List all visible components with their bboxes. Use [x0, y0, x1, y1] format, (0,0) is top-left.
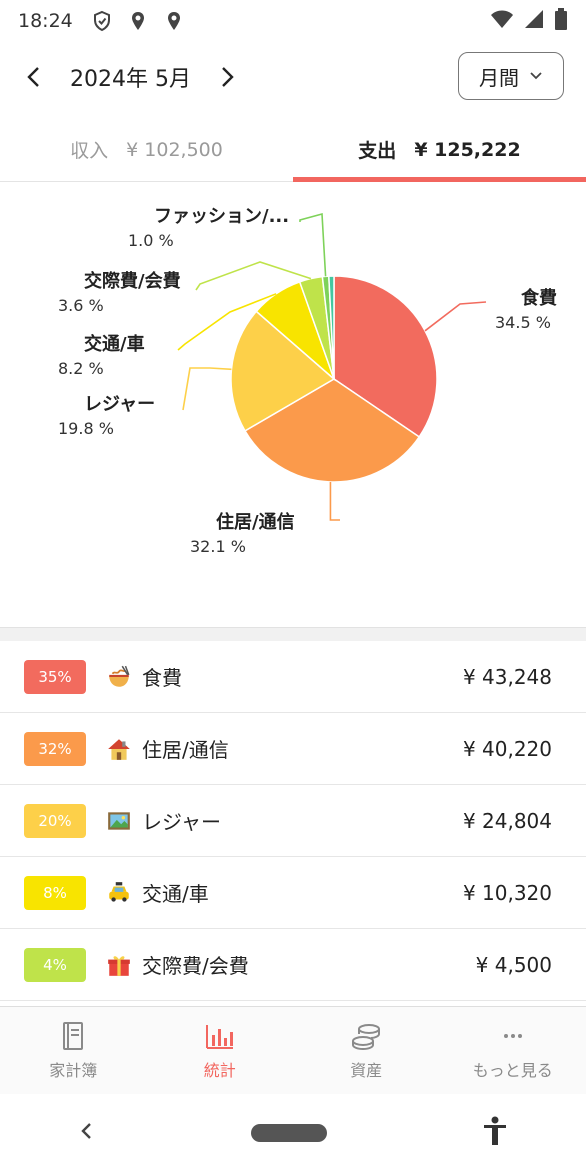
category-amount: ¥ 40,220 [462, 736, 552, 761]
pie-chart-svg: 食費 34.5 % 住居/通信 32.1 % レジャー 19.8 % 交通/車 8.2 % 交際… [58, 202, 557, 556]
percent-badge: 35% [24, 659, 86, 694]
pie-leader-line [182, 367, 232, 411]
pie-label-icon [495, 284, 521, 310]
nav-item-label: 統計 [203, 1060, 236, 1080]
pie-slice[interactable] [333, 275, 438, 438]
next-month-button[interactable] [207, 57, 247, 97]
pie-label-percent: 34.5 % [495, 313, 551, 332]
signal-icon [524, 9, 544, 34]
category-label: 交際費/会費 [142, 954, 249, 978]
section-divider [0, 627, 586, 641]
location-icon [127, 10, 149, 32]
coins-icon [352, 1023, 381, 1050]
category-row[interactable]: 4% 交際費/会費 ¥ 4,500 [0, 929, 586, 1001]
pie-label-name: 交際費/会費 [84, 270, 181, 292]
nav-item-label: 資産 [350, 1060, 383, 1080]
pie-label-icon [58, 267, 84, 293]
pie-label-percent: 8.2 % [58, 359, 104, 378]
category-label: 交通/車 [142, 882, 209, 906]
house-icon [104, 734, 134, 764]
pie-label-percent: 32.1 % [190, 537, 246, 556]
pie-slice[interactable] [328, 275, 335, 380]
pie-leader-line [329, 481, 340, 521]
pie-leader-line [299, 212, 327, 277]
pie-leader-line [177, 293, 277, 351]
pie-label-percent: 3.6 % [58, 296, 104, 315]
tab-expense-amount: ¥ 125,222 [414, 138, 521, 161]
status-time: 18:24 [18, 10, 73, 32]
category-amount: ¥ 10,320 [462, 880, 552, 905]
pie-label-icon [128, 202, 154, 228]
tab-income-amount: ¥ 102,500 [126, 138, 223, 161]
gift-icon [104, 950, 134, 980]
period-select-label: 月間 [479, 65, 519, 90]
month-title: 2024年 5月 [70, 67, 191, 92]
accessibility-icon[interactable] [481, 1115, 509, 1151]
nav-item-stats[interactable]: 統計 [147, 1007, 294, 1094]
category-row[interactable]: 32% 住居/通信 ¥ 40,220 [0, 713, 586, 785]
tab-expense[interactable]: 支出 ¥ 125,222 [293, 118, 586, 182]
bar-chart-icon [205, 1024, 233, 1049]
pie-label-name: 交通/車 [84, 333, 145, 355]
category-label: 住居/通信 [142, 738, 229, 762]
shield-icon [91, 10, 113, 32]
category-list: 35% 食費 ¥ 43,248 32% 住居/通信 ¥ 40,220 20% レ… [0, 641, 586, 1001]
expense-pie-chart: 食費 34.5 % 住居/通信 32.1 % レジャー 19.8 % 交通/車 8.2 % 交際… [0, 182, 586, 627]
pie-label-name: 食費 [520, 287, 557, 309]
nav-item-label: 家計簿 [49, 1060, 98, 1080]
percent-badge: 8% [24, 875, 86, 910]
nav-item-label: もっと見る [472, 1060, 553, 1080]
category-row[interactable]: 8% 交通/車 ¥ 10,320 [0, 857, 586, 929]
month-header: 2024年 5月 月間 [0, 46, 586, 108]
previous-month-button[interactable] [14, 57, 54, 97]
home-pill[interactable] [251, 1124, 327, 1142]
pie-label-name: ファッション/... [154, 206, 289, 227]
category-label: 食費 [142, 666, 182, 690]
percent-badge: 32% [24, 731, 86, 766]
nav-item-assets[interactable]: 資産 [293, 1007, 440, 1094]
category-label: レジャー [142, 810, 221, 834]
nav-item-more[interactable]: もっと見る [440, 1007, 586, 1094]
pie-label-icon [190, 508, 216, 534]
pie-label-name: 住居/通信 [216, 511, 295, 533]
pie-label-percent: 1.0 % [128, 231, 174, 250]
chevron-right-icon [222, 67, 234, 87]
pie-label-icon [58, 330, 84, 356]
tab-income-label: 収入 [70, 140, 109, 162]
pie-slice[interactable] [230, 310, 336, 432]
book-icon [63, 1021, 84, 1050]
picture-icon [104, 806, 134, 836]
period-select[interactable]: 月間 [458, 52, 564, 100]
status-bar: 18:24 [0, 0, 586, 42]
more-icon [503, 1033, 522, 1038]
bottom-navigation: 家計簿 統計 資産 もっと見る [0, 1006, 586, 1094]
tab-expense-label: 支出 [358, 140, 397, 162]
pie-leader-line [424, 301, 487, 332]
ramen-icon [104, 662, 134, 692]
category-row[interactable]: 35% 食費 ¥ 43,248 [0, 641, 586, 713]
battery-icon [554, 7, 568, 35]
category-amount: ¥ 24,804 [462, 808, 552, 833]
income-expense-tabs: 収入 ¥ 102,500 支出 ¥ 125,222 [0, 118, 586, 182]
pie-label-name: レジャー [84, 394, 155, 415]
category-amount: ¥ 4,500 [475, 952, 552, 977]
category-row[interactable]: 20% レジャー ¥ 24,804 [0, 785, 586, 857]
tab-income[interactable]: 収入 ¥ 102,500 [0, 118, 293, 181]
pie-label-percent: 19.8 % [58, 419, 114, 438]
percent-badge: 4% [24, 947, 86, 982]
wifi-icon [490, 9, 514, 34]
nav-item-kakeibo[interactable]: 家計簿 [0, 1007, 147, 1094]
chevron-left-icon [27, 67, 39, 87]
taxi-icon [104, 878, 134, 908]
pie-slice[interactable] [243, 378, 421, 483]
back-icon[interactable] [77, 1119, 97, 1147]
pie-label-icon [58, 390, 84, 416]
category-amount: ¥ 43,248 [462, 664, 552, 689]
chevron-down-icon [530, 72, 542, 80]
system-navigation-bar [0, 1094, 586, 1172]
pie-leader-line [195, 261, 312, 291]
percent-badge: 20% [24, 803, 86, 838]
location-icon [163, 10, 185, 32]
